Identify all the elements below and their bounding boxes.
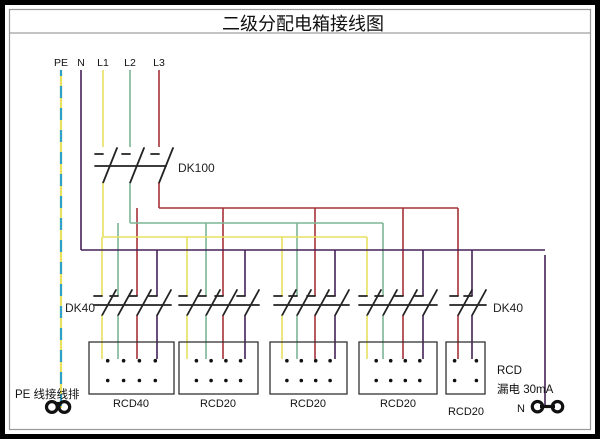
svg-text:PE: PE — [54, 57, 68, 69]
svg-text:PE 线接线排: PE 线接线排 — [15, 387, 80, 401]
svg-text:N: N — [517, 403, 525, 415]
svg-text:二级分配电箱接线图: 二级分配电箱接线图 — [222, 14, 384, 34]
svg-text:N: N — [77, 57, 85, 69]
svg-text:L3: L3 — [153, 57, 165, 69]
svg-text:DK40: DK40 — [493, 301, 523, 315]
svg-text:RCD: RCD — [497, 365, 522, 377]
svg-text:RCD20: RCD20 — [448, 406, 484, 418]
svg-text:RCD40: RCD40 — [113, 398, 149, 410]
svg-text:L1: L1 — [97, 57, 109, 69]
svg-text:漏电 30mA: 漏电 30mA — [497, 383, 554, 396]
svg-text:DK40: DK40 — [65, 301, 95, 315]
svg-text:RCD20: RCD20 — [200, 398, 236, 410]
svg-text:L2: L2 — [124, 57, 136, 69]
svg-text:DK100: DK100 — [178, 161, 215, 175]
svg-text:RCD20: RCD20 — [380, 398, 416, 410]
svg-text:RCD20: RCD20 — [290, 398, 326, 410]
